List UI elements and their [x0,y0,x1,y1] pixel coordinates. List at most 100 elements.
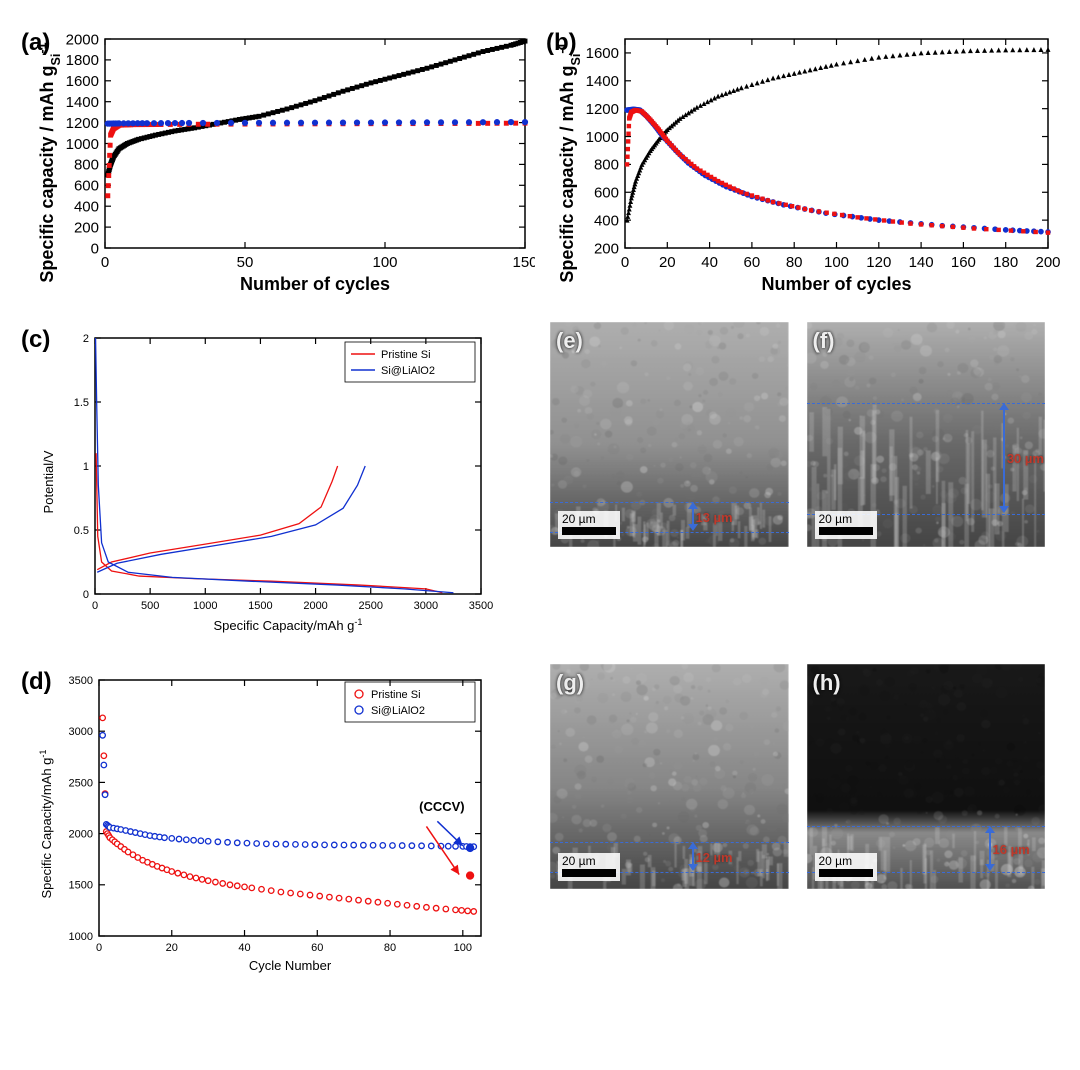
svg-text:200: 200 [74,219,99,236]
sem-row-1: (e)13 µm20 µm (f)30 µm20 µm [540,322,1065,642]
svg-text:Specific Capacity/mAh g-1: Specific Capacity/mAh g-1 [38,750,54,899]
svg-text:2: 2 [83,333,89,345]
scale-text: 20 µm [819,855,873,867]
svg-text:0: 0 [621,254,629,271]
svg-text:3000: 3000 [414,600,438,612]
sem-label: (f) [813,328,835,354]
sem-g: (g) 12 µm 20 µm [550,664,789,889]
svg-text:Specific Capacity/mAh g-1: Specific Capacity/mAh g-1 [214,617,363,633]
svg-text:1200: 1200 [586,101,619,118]
svg-text:60: 60 [744,254,761,271]
scale-bar-line [562,527,616,535]
panel-a: (a) 050100150020040060080010001200140016… [15,25,540,300]
svg-text:20: 20 [166,942,178,954]
svg-text:1400: 1400 [66,94,99,111]
svg-text:0: 0 [92,600,98,612]
svg-text:Specific capacity / mAh gSi-1: Specific capacity / mAh gSi-1 [35,42,63,282]
svg-text:400: 400 [74,198,99,215]
thickness-value: 13 µm [695,510,732,525]
scale-text: 20 µm [562,513,616,525]
svg-text:1600: 1600 [66,73,99,90]
scale-bar: 20 µm [815,853,877,881]
scale-bar: 20 µm [558,511,620,539]
svg-text:1600: 1600 [586,45,619,62]
svg-text:Number of cycles: Number of cycles [761,274,911,294]
chart-d: 020406080100100015002000250030003500Cycl… [33,664,493,984]
svg-text:120: 120 [866,254,891,271]
scale-bar-line [819,527,873,535]
svg-text:1500: 1500 [248,600,272,612]
svg-text:160: 160 [951,254,976,271]
sem-label: (h) [813,670,841,696]
svg-text:200: 200 [1035,254,1060,271]
svg-text:1500: 1500 [69,880,93,892]
svg-text:Number of cycles: Number of cycles [240,274,390,294]
svg-text:50: 50 [237,254,254,271]
svg-text:Pristine Si: Pristine Si [381,349,431,361]
panel-d-label: (d) [21,668,52,696]
svg-text:60: 60 [311,942,323,954]
panel-c: (c) 050010001500200025003000350000.511.5… [15,322,540,642]
svg-text:400: 400 [594,212,619,229]
scale-bar: 20 µm [558,853,620,881]
svg-text:200: 200 [594,240,619,257]
sem-h: (h) 16 µm 20 µm [807,664,1046,889]
scale-text: 20 µm [819,513,873,525]
svg-text:100: 100 [824,254,849,271]
svg-text:1000: 1000 [69,931,93,943]
chart-c: 050010001500200025003000350000.511.52Spe… [33,322,493,642]
svg-text:1000: 1000 [66,136,99,153]
svg-text:0.5: 0.5 [74,525,89,537]
svg-text:0: 0 [91,240,99,257]
scale-bar-line [819,869,873,877]
thickness-value: 30 µm [1007,451,1044,466]
svg-text:600: 600 [74,178,99,195]
svg-text:1200: 1200 [66,115,99,132]
svg-text:1000: 1000 [586,129,619,146]
svg-text:0: 0 [83,589,89,601]
svg-text:1000: 1000 [193,600,217,612]
svg-text:2000: 2000 [66,31,99,48]
svg-text:2000: 2000 [69,828,93,840]
scale-bar: 20 µm [815,511,877,539]
svg-text:600: 600 [594,185,619,202]
svg-text:0: 0 [101,254,109,271]
svg-text:Si@LiAlO2: Si@LiAlO2 [371,705,425,717]
figure-grid: (a) 050100150020040060080010001200140016… [15,25,1065,984]
svg-text:Si@LiAlO2: Si@LiAlO2 [381,365,435,377]
sem-row-2: (g) 12 µm 20 µm (h) 16 µm 20 µm [540,664,1065,984]
thickness-value: 12 µm [695,850,732,865]
panel-b-label: (b) [546,29,577,57]
svg-text:40: 40 [238,942,250,954]
panel-b: (b) 020406080100120140160180200200400600… [540,25,1065,300]
panel-d: (d) 020406080100100015002000250030003500… [15,664,540,984]
panel-c-label: (c) [21,326,50,354]
svg-text:3500: 3500 [69,675,93,687]
svg-text:140: 140 [909,254,934,271]
svg-text:(CCCV): (CCCV) [419,799,465,814]
svg-text:80: 80 [786,254,803,271]
sem-label: (g) [556,670,584,696]
svg-text:3500: 3500 [469,600,493,612]
svg-text:800: 800 [74,157,99,174]
svg-text:2500: 2500 [358,600,382,612]
sem-f: (f) 30 µm 20 µm [807,322,1046,547]
svg-text:1800: 1800 [66,52,99,69]
svg-text:100: 100 [372,254,397,271]
svg-text:1: 1 [83,461,89,473]
sem-e: (e)13 µm20 µm [550,322,789,547]
svg-text:100: 100 [454,942,472,954]
svg-text:0: 0 [96,942,102,954]
svg-text:2500: 2500 [69,777,93,789]
svg-text:800: 800 [594,157,619,174]
svg-text:1400: 1400 [586,73,619,90]
thickness-value: 16 µm [993,842,1030,857]
chart-a: 0501001500200400600800100012001400160018… [15,25,535,300]
svg-text:Potential/V: Potential/V [41,450,56,513]
chart-b: 0204060801001201401601802002004006008001… [540,25,1060,300]
svg-text:Cycle Number: Cycle Number [249,958,332,973]
svg-text:40: 40 [701,254,718,271]
scale-bar-line [562,869,616,877]
svg-text:20: 20 [659,254,676,271]
svg-text:3000: 3000 [69,726,93,738]
